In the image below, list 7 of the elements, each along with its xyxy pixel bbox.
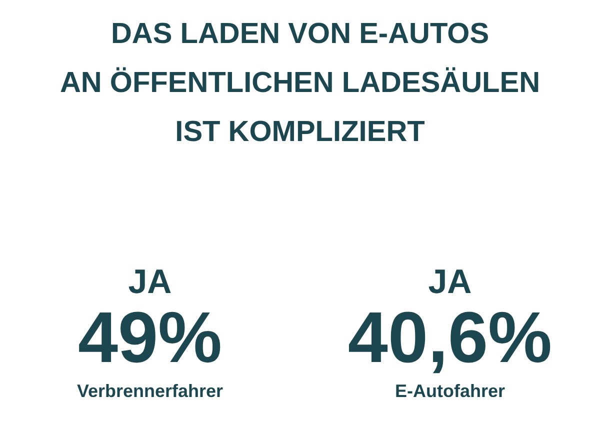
- text: JA: [128, 263, 172, 301]
- text: DAS LADEN VON E-AUTOS AN ÖFFENTLICHEN LADESÄULEN IST KOMPLIZIERT: [60, 18, 540, 148]
- text: JA: [428, 263, 472, 301]
- data-label: 49%: [78, 298, 222, 378]
- category-label: E-Autofahrer: [394, 381, 506, 401]
- data-label: 40,6%: [348, 298, 552, 378]
- category-label: Verbrennerfahrer: [76, 381, 224, 401]
